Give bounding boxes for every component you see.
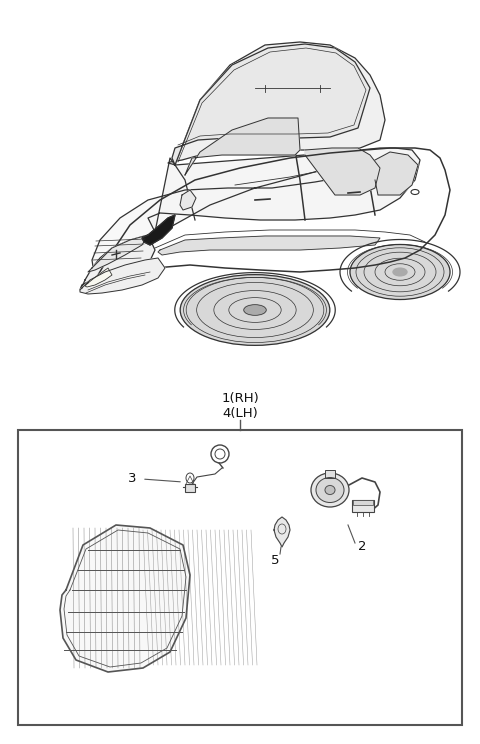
Bar <box>18 430 462 725</box>
Polygon shape <box>85 268 112 287</box>
Polygon shape <box>80 235 155 290</box>
Polygon shape <box>148 148 420 232</box>
Polygon shape <box>88 235 148 272</box>
Ellipse shape <box>393 268 407 276</box>
Polygon shape <box>274 517 290 547</box>
Bar <box>185 484 195 492</box>
Text: 5: 5 <box>271 554 279 566</box>
Text: 1(RH): 1(RH) <box>221 391 259 405</box>
Text: 3: 3 <box>128 472 136 484</box>
Polygon shape <box>305 148 380 195</box>
Bar <box>353 500 373 505</box>
Ellipse shape <box>311 473 349 507</box>
Polygon shape <box>158 236 380 255</box>
Bar <box>352 500 374 512</box>
Ellipse shape <box>244 305 266 315</box>
Ellipse shape <box>350 245 450 300</box>
Polygon shape <box>60 525 190 672</box>
Polygon shape <box>92 158 380 280</box>
Ellipse shape <box>316 478 344 502</box>
Polygon shape <box>185 118 300 175</box>
Polygon shape <box>142 215 175 245</box>
Polygon shape <box>168 42 385 165</box>
Polygon shape <box>80 148 450 292</box>
Bar <box>325 470 335 478</box>
Polygon shape <box>175 272 335 350</box>
Ellipse shape <box>325 486 335 495</box>
Text: 4(LH): 4(LH) <box>222 406 258 420</box>
Polygon shape <box>375 152 418 195</box>
Polygon shape <box>172 44 370 165</box>
Polygon shape <box>180 190 196 210</box>
Polygon shape <box>80 258 165 294</box>
Ellipse shape <box>180 275 330 345</box>
Text: 2: 2 <box>358 540 367 554</box>
